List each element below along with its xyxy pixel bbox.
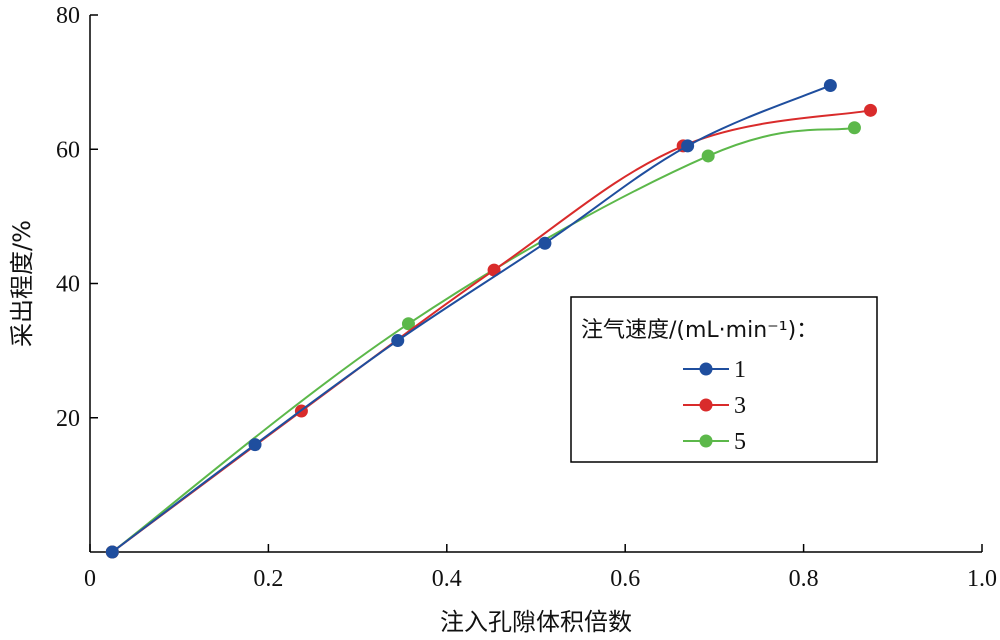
legend-label: 3 xyxy=(734,393,746,419)
tick-group: 0 0.2 0.4 0.6 0.8 1.0 20 40 60 80 xyxy=(56,3,997,592)
data-point xyxy=(248,438,262,452)
x-tick-label: 0.6 xyxy=(610,566,640,592)
data-point xyxy=(105,545,119,559)
data-point xyxy=(681,139,695,153)
data-point xyxy=(401,317,415,331)
series-line xyxy=(111,84,831,553)
legend-swatch-marker xyxy=(699,398,713,412)
data-point xyxy=(391,334,405,348)
data-point xyxy=(823,78,837,92)
x-axis-title: 注入孔隙体积倍数 xyxy=(440,608,632,636)
legend-box xyxy=(570,296,878,463)
data-point xyxy=(864,103,877,117)
y-tick-label: 60 xyxy=(56,137,80,163)
legend-item-5: 5 xyxy=(683,429,746,455)
data-point xyxy=(701,149,715,163)
x-tick-label: 0 xyxy=(84,566,96,592)
legend-label: 1 xyxy=(734,357,746,383)
y-tick-label: 80 xyxy=(56,3,80,29)
x-tick-label: 1.0 xyxy=(967,566,997,592)
data-point xyxy=(538,236,552,250)
y-tick-label: 20 xyxy=(56,406,80,432)
series-1 xyxy=(105,78,837,559)
axes xyxy=(89,15,982,553)
legend-label: 5 xyxy=(734,429,746,455)
series-layer xyxy=(105,78,877,559)
y-tick-label: 40 xyxy=(56,272,80,298)
y-axis-title: 采出程度/% xyxy=(8,220,36,347)
legend-swatch-marker xyxy=(699,362,713,376)
x-tick-label: 0.4 xyxy=(432,566,462,592)
legend-title: 注气速度/(mL·min⁻¹)： xyxy=(581,318,818,343)
data-point xyxy=(847,121,861,135)
legend: 注气速度/(mL·min⁻¹)： 1 3 5 xyxy=(570,296,878,463)
legend-item-1: 1 xyxy=(683,357,746,383)
x-tick-label: 0.8 xyxy=(789,566,819,592)
legend-items: 1 3 5 xyxy=(683,357,746,455)
legend-item-3: 3 xyxy=(683,393,746,419)
x-tick-label: 0.2 xyxy=(253,566,283,592)
legend-swatch-marker xyxy=(699,434,713,448)
data-point xyxy=(487,263,501,277)
